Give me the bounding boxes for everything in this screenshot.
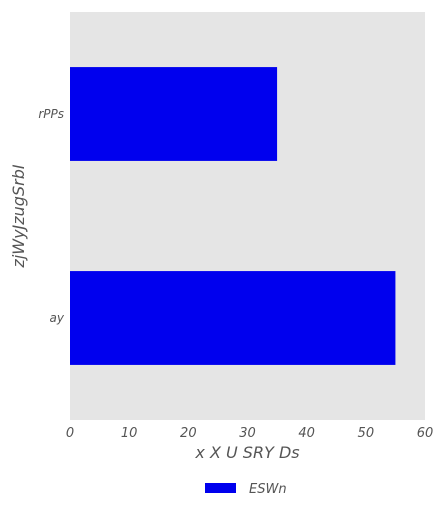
y-tick-labels: ay rPPs: [38, 107, 65, 325]
x-tick-label: 50: [358, 426, 375, 441]
legend-label: ESWn: [249, 482, 287, 497]
x-tick-label: 0: [66, 426, 74, 441]
x-tick-label: 30: [239, 426, 256, 441]
y-tick-label: rPPs: [38, 107, 64, 121]
x-tick-label: 10: [121, 426, 138, 441]
legend-swatch: [205, 483, 236, 493]
x-tick-labels: 0 10 20 30 40 50 60: [66, 426, 433, 441]
bars: [70, 67, 396, 365]
y-axis-label: zjWyJzugSrbI: [9, 164, 28, 268]
bar: [70, 67, 278, 161]
x-tick-label: 20: [180, 426, 197, 441]
x-axis-label: x X U SRY Ds: [194, 443, 299, 462]
legend: ESWn: [205, 482, 287, 497]
y-tick-label: ay: [50, 311, 65, 325]
bar: [70, 271, 396, 365]
x-tick-label: 40: [298, 426, 315, 441]
x-tick-label: 60: [417, 426, 434, 441]
